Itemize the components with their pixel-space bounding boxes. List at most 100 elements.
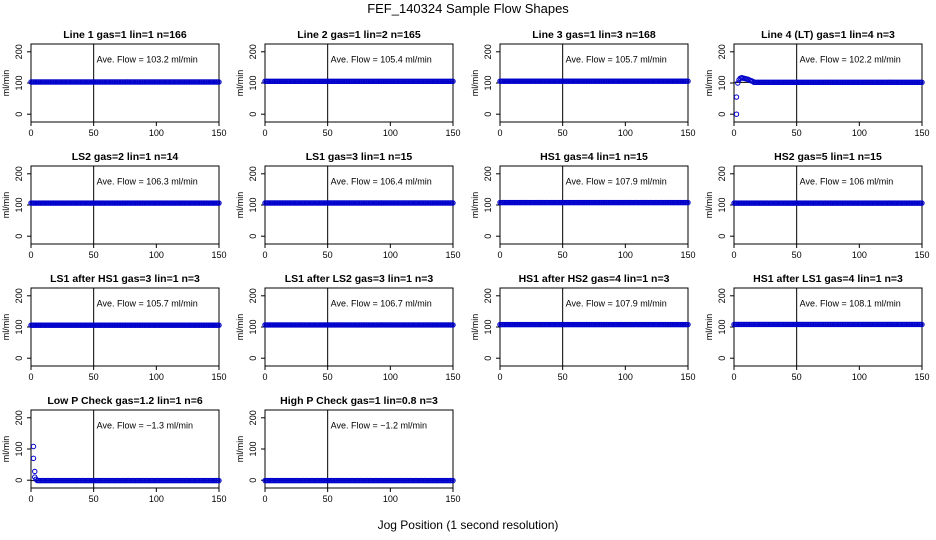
x-tick-label: 150 xyxy=(211,128,226,138)
data-point xyxy=(450,477,456,484)
x-tick-label: 0 xyxy=(731,372,736,382)
average-flow-annotation: Ave. Flow = −1.3 ml/min xyxy=(97,421,193,431)
data-point xyxy=(685,321,691,328)
x-tick-label: 0 xyxy=(497,372,502,382)
data-point xyxy=(32,468,38,475)
x-tick-label: 100 xyxy=(618,372,633,382)
y-axis-label: ml/min xyxy=(1,192,11,219)
y-axis-label: ml/min xyxy=(470,70,480,97)
data-points xyxy=(30,443,222,484)
y-tick-label: 200 xyxy=(717,288,727,303)
data-points xyxy=(731,200,925,206)
x-tick-label: 0 xyxy=(731,128,736,138)
x-tick-label: 0 xyxy=(262,494,267,504)
y-tick-label: 100 xyxy=(248,441,258,456)
x-tick-label: 50 xyxy=(89,250,99,260)
y-tick-label: 0 xyxy=(248,234,258,239)
y-tick-label: 200 xyxy=(483,288,493,303)
panel-1: Line 1 gas=1 lin=1 n=166 ml/min 0 100 200 0 50… xyxy=(1,29,227,138)
x-tick-label: 0 xyxy=(28,250,33,260)
y-tick-label: 200 xyxy=(248,288,258,303)
y-axis-label: ml/min xyxy=(1,70,11,97)
panel-title: Line 4 (LT) gas=1 lin=4 n=3 xyxy=(761,29,895,41)
x-tick-label: 150 xyxy=(445,250,460,260)
data-points xyxy=(262,78,456,85)
x-tick-label: 50 xyxy=(558,128,568,138)
average-flow-annotation: Ave. Flow = 106.3 ml/min xyxy=(97,177,198,187)
panel-title: Line 2 gas=1 lin=2 n=165 xyxy=(297,29,421,41)
data-point xyxy=(450,322,456,328)
data-points xyxy=(731,321,925,328)
x-tick-label: 50 xyxy=(558,250,568,260)
y-tick-label: 0 xyxy=(248,478,258,483)
y-tick-label: 100 xyxy=(717,319,727,334)
data-point xyxy=(450,78,456,85)
data-points xyxy=(262,200,456,206)
panel-11: HS1 after HS2 gas=4 lin=1 n=3 ml/min 0 100 2… xyxy=(470,273,696,382)
data-points xyxy=(28,322,222,328)
y-axis-label: ml/min xyxy=(704,192,714,219)
average-flow-annotation: Ave. Flow = −1.2 ml/min xyxy=(331,421,427,431)
y-tick-label: 200 xyxy=(717,166,727,181)
x-tick-label: 0 xyxy=(28,128,33,138)
x-tick-label: 0 xyxy=(262,128,267,138)
y-tick-label: 0 xyxy=(717,112,727,117)
x-tick-label: 50 xyxy=(792,372,802,382)
x-tick-label: 50 xyxy=(558,372,568,382)
x-tick-label: 100 xyxy=(852,372,867,382)
y-tick-label: 0 xyxy=(14,234,24,239)
y-axis-label: ml/min xyxy=(235,192,245,219)
x-tick-label: 0 xyxy=(262,250,267,260)
average-flow-annotation: Ave. Flow = 105.7 ml/min xyxy=(97,299,198,309)
y-tick-label: 100 xyxy=(483,197,493,212)
y-tick-label: 100 xyxy=(14,197,24,212)
x-tick-label: 150 xyxy=(680,250,695,260)
panel-title: HS1 after HS2 gas=4 lin=1 n=3 xyxy=(519,273,670,285)
data-points xyxy=(733,74,925,117)
panel-2: Line 2 gas=1 lin=2 n=165 ml/min 0 100 200 0 50… xyxy=(235,29,461,138)
data-point xyxy=(30,443,37,450)
x-tick-label: 50 xyxy=(89,128,99,138)
panel-title: LS1 after HS1 gas=3 lin=1 n=3 xyxy=(50,273,200,285)
data-point xyxy=(685,78,691,84)
average-flow-annotation: Ave. Flow = 105.7 ml/min xyxy=(566,55,667,65)
panel-title: Line 3 gas=1 lin=3 n=168 xyxy=(532,29,656,41)
average-flow-annotation: Ave. Flow = 106 ml/min xyxy=(800,177,894,187)
y-axis-label: ml/min xyxy=(704,314,714,341)
x-tick-label: 100 xyxy=(149,494,164,504)
data-point xyxy=(216,322,222,328)
panel-10: LS1 after LS2 gas=3 lin=1 n=3 ml/min 0 100 2… xyxy=(235,273,461,382)
x-tick-label: 150 xyxy=(445,372,460,382)
y-tick-label: 0 xyxy=(483,234,493,239)
x-tick-label: 100 xyxy=(149,250,164,260)
data-point xyxy=(685,199,691,206)
x-tick-label: 100 xyxy=(618,128,633,138)
x-tick-label: 150 xyxy=(211,250,226,260)
figure-x-axis-label: Jog Position (1 second resolution) xyxy=(377,518,559,532)
panel-title: LS2 gas=2 lin=1 n=14 xyxy=(72,151,179,163)
panel-title: High P Check gas=1 lin=0.8 n=3 xyxy=(280,395,438,407)
y-axis-label: ml/min xyxy=(235,70,245,97)
y-tick-label: 0 xyxy=(483,356,493,361)
x-tick-label: 150 xyxy=(211,494,226,504)
data-points xyxy=(28,79,222,85)
x-tick-label: 50 xyxy=(323,372,333,382)
average-flow-annotation: Ave. Flow = 105.4 ml/min xyxy=(331,55,432,65)
data-point xyxy=(735,80,741,86)
y-tick-label: 200 xyxy=(717,44,727,59)
y-tick-label: 200 xyxy=(248,44,258,59)
y-tick-label: 100 xyxy=(14,75,24,90)
x-tick-label: 100 xyxy=(149,372,164,382)
data-point xyxy=(30,455,37,462)
panel-7: HS1 gas=4 lin=1 n=15 ml/min 0 100 200 0 50 100 1… xyxy=(470,151,696,260)
panel-13: Low P Check gas=1.2 lin=1 n=6 ml/min 0 100 2… xyxy=(1,395,227,504)
y-axis-label: ml/min xyxy=(235,314,245,341)
y-tick-label: 0 xyxy=(248,356,258,361)
average-flow-annotation: Ave. Flow = 106.7 ml/min xyxy=(331,299,432,309)
average-flow-annotation: Ave. Flow = 108.1 ml/min xyxy=(800,299,901,309)
x-tick-label: 100 xyxy=(383,372,398,382)
y-tick-label: 0 xyxy=(717,234,727,239)
x-tick-label: 150 xyxy=(914,372,929,382)
y-tick-label: 200 xyxy=(14,288,24,303)
